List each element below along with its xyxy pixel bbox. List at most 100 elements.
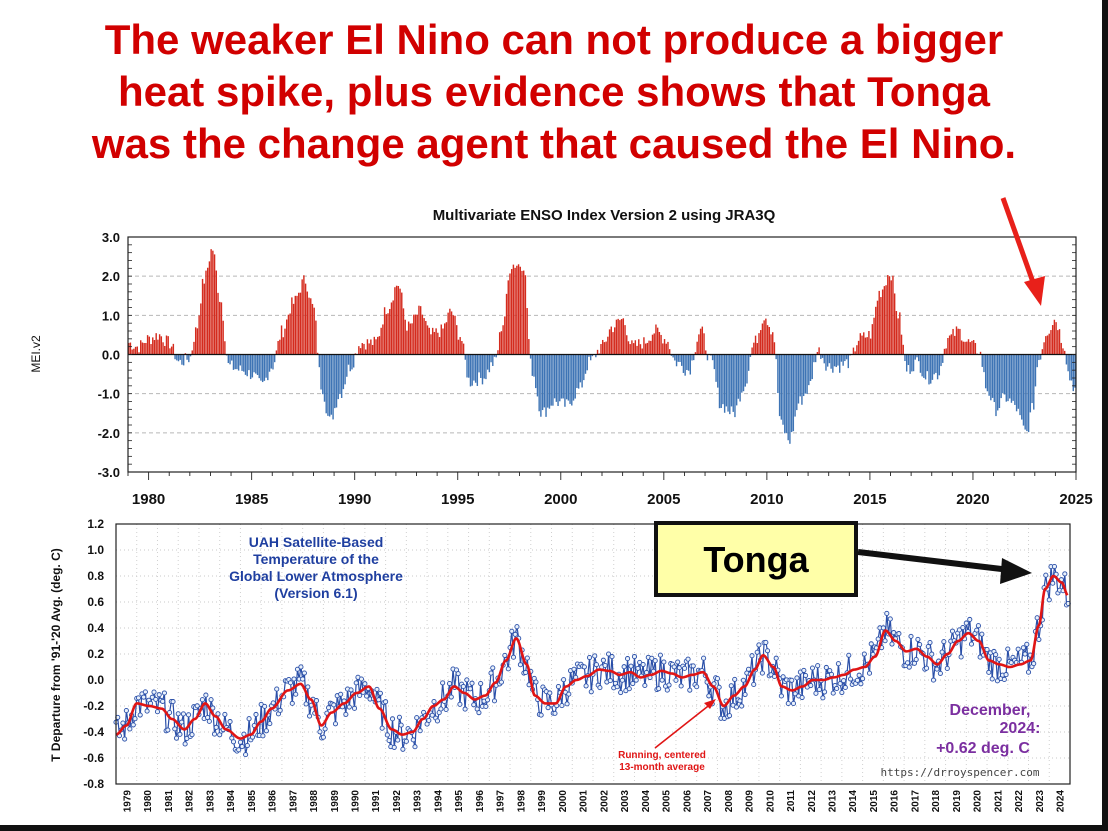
uah-x-tick-label: 1981 (164, 790, 175, 813)
mei-bar (177, 354, 180, 362)
uah-point (132, 716, 138, 722)
uah-point (362, 681, 368, 687)
uah-point (687, 687, 693, 693)
mei-bar (677, 354, 679, 362)
uah-point (830, 690, 836, 696)
mei-bar (833, 354, 836, 367)
uah-point (389, 716, 396, 722)
mei-bar (902, 344, 904, 355)
uah-point (820, 695, 826, 701)
mei-bar (747, 354, 750, 371)
mei-bar (251, 354, 254, 378)
mei-bar (480, 354, 482, 378)
mei-bar (153, 340, 156, 355)
uah-point (593, 662, 600, 668)
mei-bar (409, 323, 412, 355)
mei-bar (591, 354, 594, 357)
uah-point (460, 683, 466, 690)
uah-point (790, 700, 797, 707)
mei-bar (617, 318, 619, 355)
mei-bar (909, 354, 911, 374)
uah-x-tick-label: 2019 (952, 790, 963, 813)
uah-point (609, 654, 615, 660)
mei-bar (895, 311, 898, 355)
mei-bar (330, 354, 333, 415)
uah-point (313, 698, 320, 704)
mei-bar (433, 331, 436, 355)
readout-line-2: 2024: (1000, 720, 1041, 737)
uah-x-tick-label: 1984 (226, 790, 237, 813)
headline-line-2: heat spike, plus evidence shows that Ton… (117, 68, 991, 115)
mei-bar (397, 285, 400, 355)
uah-point (754, 649, 760, 655)
mei-bar (1053, 319, 1056, 355)
uah-point (714, 676, 720, 682)
mei-bar (760, 330, 762, 355)
mei-bar (371, 344, 374, 355)
mei-y-tick-label: 2.0 (102, 269, 120, 284)
mei-bar (172, 343, 175, 355)
uah-x-tick-label: 2006 (682, 790, 693, 813)
mei-bar (681, 354, 683, 366)
mei-bar (138, 352, 140, 355)
uah-point (391, 744, 397, 750)
mei-bar (1062, 348, 1064, 355)
mei-bar (820, 354, 822, 359)
mei-bar (789, 354, 791, 444)
uah-point (740, 677, 746, 683)
uah-x-tick-label: 1990 (351, 790, 362, 813)
uah-point (858, 681, 864, 687)
mei-bar (778, 354, 781, 417)
mei-bar (854, 351, 856, 355)
uah-point (523, 669, 529, 676)
mei-bar (572, 354, 575, 401)
mei-bar (528, 339, 530, 355)
mei-bar (643, 337, 645, 355)
uah-x-tick-label: 2021 (993, 790, 1004, 813)
uah-point (262, 703, 268, 709)
mei-bar (208, 261, 211, 355)
mei-bar (335, 354, 338, 408)
mei-bar (557, 354, 559, 407)
mei-bar (200, 303, 202, 355)
mei-bar (969, 342, 971, 355)
mei-bar (351, 354, 353, 370)
uah-point (211, 731, 218, 737)
mei-bar (270, 354, 272, 369)
mei-bar (498, 332, 501, 355)
mei-bar (423, 318, 425, 355)
uah-title: UAH Satellite-Based Temperature of the G… (229, 534, 403, 601)
uah-point (179, 719, 185, 725)
uah-x-tick-label: 2011 (786, 790, 797, 812)
uah-point (412, 744, 418, 750)
mei-bar (366, 339, 369, 355)
mei-bar (808, 354, 810, 386)
mei-bar (667, 341, 669, 355)
uah-point (505, 666, 511, 672)
mei-bar (352, 354, 355, 368)
uah-point (253, 711, 259, 718)
uah-point (975, 623, 981, 629)
mei-bar (861, 335, 863, 355)
uah-point (854, 677, 860, 683)
mei-bar (198, 315, 200, 355)
uah-point (491, 698, 498, 704)
mei-bar (457, 339, 460, 355)
mei-bar (737, 354, 740, 399)
uah-point (673, 677, 679, 683)
mei-bar (248, 354, 250, 371)
mei-bar (134, 346, 137, 355)
mei-bar (299, 292, 302, 355)
running-avg-label-line-2: 13-month average (619, 762, 705, 773)
uah-point (545, 705, 551, 711)
uah-x-tick-label: 2023 (1035, 790, 1046, 813)
mei-bar (632, 343, 635, 355)
mei-bar (674, 354, 676, 361)
mei-bar (911, 354, 913, 372)
mei-bar (447, 312, 449, 355)
mei-bar (866, 337, 868, 355)
uah-point (358, 676, 364, 682)
uah-point (564, 701, 570, 707)
uah-point (737, 698, 743, 704)
mei-bar (670, 354, 673, 356)
